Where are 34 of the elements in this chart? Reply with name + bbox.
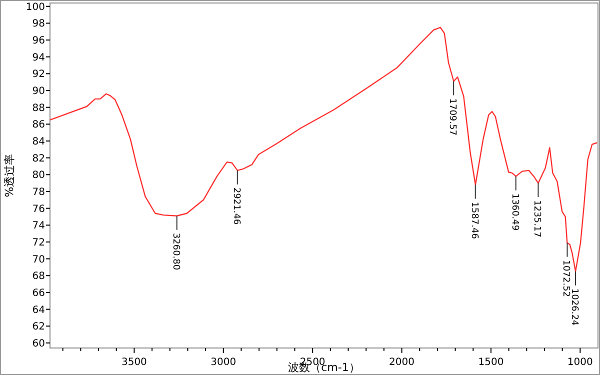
y-tick-label: 88 xyxy=(32,102,45,114)
y-tick-label: 90 xyxy=(32,86,45,98)
annotation: 1072.52 xyxy=(560,260,571,298)
y-tick-label: 94 xyxy=(32,52,45,64)
y-tick-label: 64 xyxy=(32,304,45,316)
y-tick-label: 72 xyxy=(32,237,45,248)
annotation: 1709.57 xyxy=(447,98,458,136)
annotation: 2921.46 xyxy=(230,187,241,225)
y-tick-label: 70 xyxy=(32,254,45,266)
y-tick-label: 62 xyxy=(32,322,45,333)
y-tick-label: 96 xyxy=(32,36,45,47)
x-tick-label: 3500 xyxy=(121,357,147,368)
x-tick-label: 1000 xyxy=(567,357,593,368)
x-tick-label: 2000 xyxy=(389,357,415,368)
annotation: 1587.46 xyxy=(468,202,479,240)
x-tick-label: 1500 xyxy=(478,357,504,368)
annotation: 1235.17 xyxy=(532,200,542,238)
annotation: 3260.80 xyxy=(170,232,180,270)
annotation: 1360.49 xyxy=(509,193,520,231)
x-tick-label: 3000 xyxy=(210,357,236,368)
y-tick-label: 98 xyxy=(32,18,45,30)
y-tick-label: 60 xyxy=(32,338,45,350)
y-axis-title: %透过率 xyxy=(3,154,16,198)
y-tick-label: 86 xyxy=(32,120,45,131)
y-tick-label: 68 xyxy=(32,271,45,282)
y-tick-label: 66 xyxy=(32,288,45,299)
y-tick-label: 92 xyxy=(32,69,45,80)
y-tick-label: 76 xyxy=(32,204,45,215)
y-tick-label: 84 xyxy=(32,136,45,148)
y-tick-label: 78 xyxy=(32,186,45,198)
y-tick-label: 100 xyxy=(26,2,45,13)
y-tick-label: 80 xyxy=(32,170,45,182)
y-tick-label: 82 xyxy=(32,153,45,164)
y-tick-label: 74 xyxy=(32,220,45,232)
